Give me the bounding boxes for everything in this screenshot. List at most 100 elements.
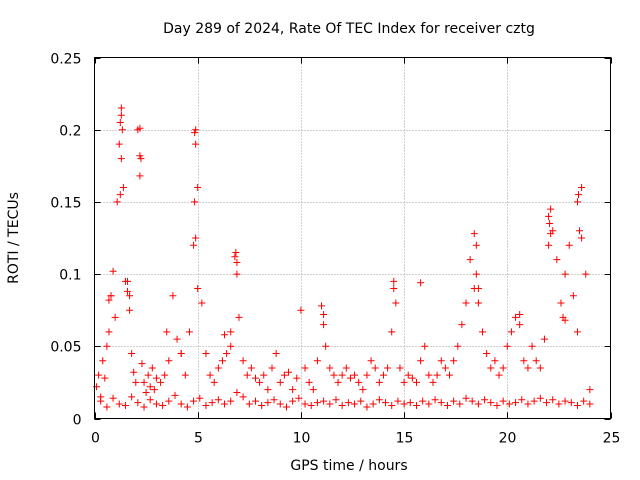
data-point — [474, 299, 482, 307]
data-point — [384, 364, 392, 372]
data-point — [495, 371, 503, 379]
data-point — [379, 371, 387, 379]
data-point — [113, 198, 121, 206]
data-point — [233, 389, 241, 397]
data-point — [412, 402, 420, 410]
data-point — [437, 399, 445, 407]
data-point — [318, 302, 326, 310]
data-point — [573, 402, 581, 410]
data-point — [532, 357, 540, 365]
data-point — [530, 397, 538, 405]
data-point — [163, 328, 171, 336]
data-point — [499, 364, 507, 372]
data-point — [466, 256, 474, 264]
data-point — [499, 397, 507, 405]
data-point — [546, 220, 554, 228]
data-point — [320, 321, 328, 329]
data-point — [171, 391, 179, 399]
data-point — [150, 386, 158, 394]
data-point — [260, 371, 268, 379]
data-point — [569, 292, 577, 300]
data-point — [117, 155, 125, 163]
data-point — [320, 311, 328, 319]
data-point — [256, 378, 264, 386]
data-point — [479, 328, 487, 336]
data-point — [146, 396, 154, 404]
data-point — [191, 198, 199, 206]
data-point — [243, 371, 251, 379]
data-point — [547, 205, 555, 213]
data-point — [417, 279, 425, 287]
data-point — [148, 364, 156, 372]
data-point — [251, 374, 259, 382]
data-point — [264, 399, 272, 407]
data-point — [382, 399, 390, 407]
data-point — [586, 386, 594, 394]
data-point — [116, 191, 124, 199]
data-point — [192, 234, 200, 242]
data-point — [128, 350, 136, 358]
data-point — [412, 378, 420, 386]
data-point — [202, 402, 210, 410]
data-point — [417, 357, 425, 365]
data-point — [270, 396, 278, 404]
data-point — [524, 400, 532, 408]
data-point — [202, 350, 210, 358]
data-point — [152, 374, 160, 382]
data-point — [487, 399, 495, 407]
data-point — [142, 389, 150, 397]
data-point — [520, 357, 528, 365]
data-point — [367, 357, 375, 365]
data-point — [549, 396, 557, 404]
data-point — [472, 270, 480, 278]
data-point — [245, 400, 253, 408]
data-point — [390, 277, 398, 285]
x-tick-label: 15 — [396, 431, 414, 447]
data-point — [247, 364, 255, 372]
x-tick-label: 0 — [91, 431, 100, 447]
data-point — [483, 350, 491, 358]
data-point — [338, 402, 346, 410]
data-point — [363, 371, 371, 379]
data-point — [388, 328, 396, 336]
data-point — [359, 386, 367, 394]
data-point — [121, 402, 129, 410]
data-point — [194, 285, 202, 293]
data-point — [573, 198, 581, 206]
data-point — [565, 241, 573, 249]
data-point — [227, 328, 235, 336]
data-point — [307, 402, 315, 410]
data-point — [557, 299, 565, 307]
data-point — [276, 378, 284, 386]
data-point — [134, 399, 142, 407]
data-point — [313, 399, 321, 407]
data-point — [105, 296, 113, 304]
data-point — [208, 399, 216, 407]
data-point — [419, 397, 427, 405]
data-point — [146, 383, 154, 391]
data-point — [190, 397, 198, 405]
data-point — [443, 402, 451, 410]
data-point — [425, 371, 433, 379]
data-point — [400, 378, 408, 386]
data-point — [390, 285, 398, 293]
data-point — [103, 342, 111, 350]
data-point — [545, 212, 553, 220]
data-point — [446, 371, 454, 379]
data-point — [111, 313, 119, 321]
data-point — [177, 400, 185, 408]
data-point — [105, 328, 113, 336]
data-point — [218, 357, 226, 365]
data-point — [505, 400, 513, 408]
data-point — [137, 155, 145, 163]
data-point — [462, 394, 470, 402]
data-point — [512, 313, 520, 321]
data-point — [157, 378, 165, 386]
data-point — [437, 357, 445, 365]
data-point — [214, 396, 222, 404]
data-point — [126, 292, 134, 300]
data-point — [429, 378, 437, 386]
data-point — [396, 364, 404, 372]
data-point — [119, 183, 127, 191]
